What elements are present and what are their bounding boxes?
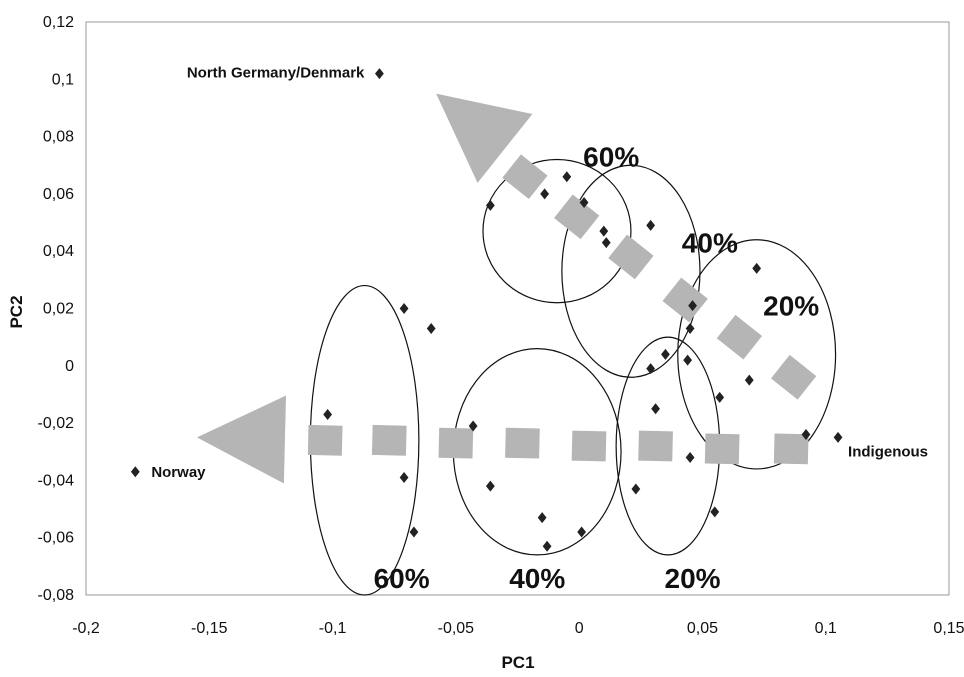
- y-tick-label: 0: [65, 358, 74, 375]
- data-point: [542, 540, 552, 552]
- percentage-annotation: 60%: [374, 563, 430, 594]
- arrow-dash-marker: [773, 433, 809, 465]
- point-label: Norway: [151, 464, 206, 481]
- y-tick-label: 0,06: [43, 186, 74, 203]
- percentage-annotation: 40%: [509, 563, 565, 594]
- point-layer: [130, 68, 843, 552]
- data-point: [715, 391, 725, 403]
- y-tick-label: -0,06: [38, 530, 75, 547]
- x-tick-label: -0,05: [438, 620, 475, 637]
- arrow-dash-marker: [771, 354, 817, 400]
- x-tick-label: -0,2: [72, 620, 100, 637]
- percentage-annotation: 60%: [583, 142, 639, 173]
- x-tick-label: 0: [575, 620, 584, 637]
- data-point: [685, 451, 695, 463]
- percentage-annotation: 20%: [763, 291, 819, 322]
- data-point: [646, 363, 656, 375]
- data-point: [375, 68, 384, 80]
- data-point: [688, 300, 697, 312]
- x-tick-label: 0,1: [815, 620, 837, 637]
- data-point: [468, 420, 478, 432]
- arrow-dash-marker: [554, 194, 600, 240]
- data-point: [485, 199, 495, 211]
- data-point: [601, 237, 611, 249]
- x-tick-label: 0,15: [933, 620, 964, 637]
- arrow-layer: [196, 93, 817, 484]
- percentage-annotation: 40%: [682, 228, 738, 259]
- y-tick-label: 0,12: [43, 14, 74, 31]
- y-tick-label: -0,04: [38, 472, 75, 489]
- data-point: [399, 303, 409, 314]
- cluster-ellipse: [561, 164, 701, 378]
- x-axis-title: PC1: [501, 653, 534, 672]
- tick-layer: -0,2 -0,15 -0,1 -0,05 0 0,05 0,1 0,15 -0,08 -0,06…: [38, 14, 964, 637]
- data-point: [661, 348, 670, 360]
- arrow-dash-marker: [704, 433, 740, 465]
- y-tick-label: 0,04: [43, 243, 74, 260]
- arrow-dash-marker: [571, 430, 607, 462]
- y-tick-label: 0,02: [43, 301, 74, 318]
- data-point: [744, 374, 754, 386]
- arrow-head: [436, 93, 533, 183]
- data-point: [646, 219, 656, 231]
- x-tick-label: -0,1: [319, 620, 347, 637]
- y-axis-title: PC2: [7, 295, 26, 328]
- arrow-dash-marker: [608, 234, 654, 280]
- percentage-annotation: 20%: [665, 563, 721, 594]
- data-point: [599, 225, 609, 237]
- y-tick-label: -0,08: [38, 587, 75, 604]
- arrow-dash-marker: [638, 430, 673, 462]
- arrow-dash-marker: [438, 427, 474, 459]
- data-point: [577, 526, 587, 538]
- data-point: [685, 323, 695, 335]
- point-label: North Germany/Denmark: [187, 65, 365, 82]
- data-point: [399, 472, 409, 484]
- data-point: [579, 196, 589, 208]
- label-layer: North Germany/Denmark Norway Indigenous 60%…: [151, 65, 928, 594]
- data-point: [752, 262, 762, 274]
- data-point: [323, 409, 333, 421]
- data-point: [683, 354, 693, 366]
- cluster-ellipse: [677, 239, 837, 470]
- data-point: [562, 171, 572, 183]
- y-tick-label: 0,08: [43, 129, 74, 146]
- data-point: [409, 526, 419, 538]
- data-point: [651, 403, 660, 415]
- x-tick-label: 0,05: [687, 620, 718, 637]
- arrow-dash-marker: [505, 427, 540, 459]
- data-point: [833, 431, 843, 443]
- arrow-head: [196, 395, 286, 484]
- cluster-ellipse: [482, 158, 632, 304]
- data-point: [537, 512, 547, 524]
- data-point: [130, 466, 140, 478]
- y-tick-label: 0,1: [52, 71, 74, 88]
- data-point: [710, 506, 720, 518]
- data-point: [801, 429, 811, 441]
- data-point: [540, 188, 550, 200]
- point-label: Indigenous: [848, 443, 928, 460]
- plot-frame: [85, 21, 950, 596]
- arrow-dash-marker: [502, 154, 548, 200]
- arrow-dash-marker: [371, 424, 407, 456]
- arrow-dash-marker: [662, 277, 708, 323]
- data-point: [631, 483, 641, 495]
- arrow-dash-marker: [307, 424, 343, 456]
- data-point: [426, 323, 436, 335]
- x-tick-label: -0,15: [191, 620, 228, 637]
- y-tick-label: -0,02: [38, 415, 75, 432]
- arrow-dash-marker: [716, 314, 763, 360]
- data-point: [485, 480, 495, 492]
